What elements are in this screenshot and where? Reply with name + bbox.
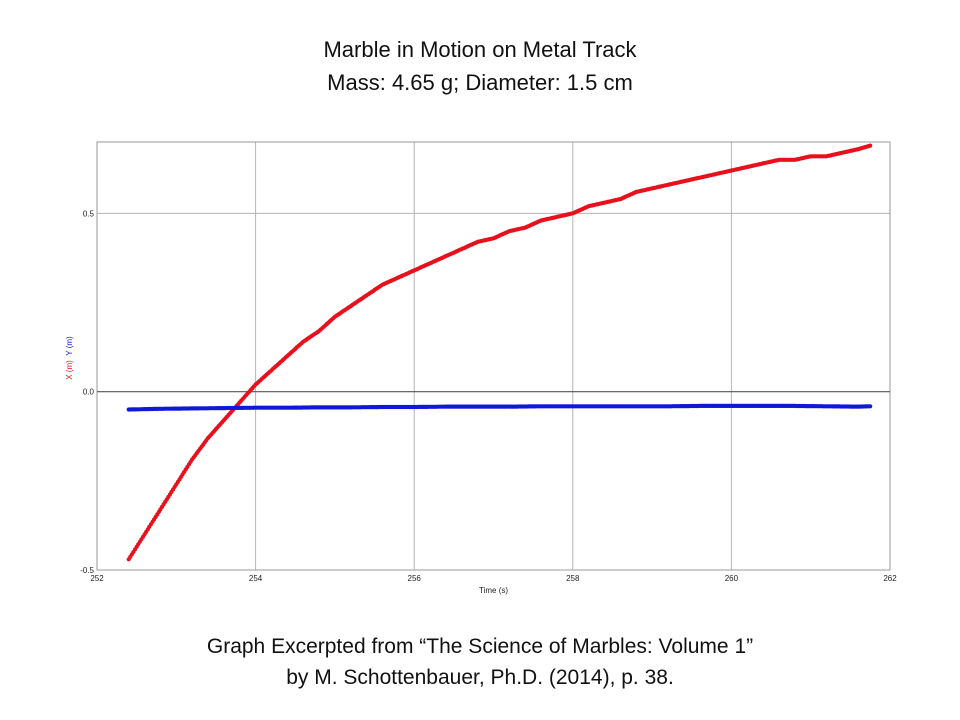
x-axis-label: Time (s) — [479, 586, 508, 595]
x-tick-label: 256 — [408, 574, 422, 583]
series-x-position — [126, 143, 873, 562]
chart-subtitle: Mass: 4.65 g; Diameter: 1.5 cm — [327, 70, 633, 95]
x-tick-label: 252 — [90, 574, 104, 583]
source-caption: Graph Excerpted from “The Science of Mar… — [206, 635, 754, 658]
source-attribution: by M. Schottenbauer, Ph.D. (2014), p. 38… — [286, 666, 674, 689]
x-tick-label: 258 — [566, 574, 580, 583]
y-tick-label: -0.5 — [80, 566, 94, 575]
y-axis-label-x: X (m) — [65, 360, 74, 380]
y-tick-label: 0.0 — [83, 388, 95, 397]
x-tick-label: 262 — [883, 574, 897, 583]
x-tick-label: 260 — [725, 574, 739, 583]
plot-frame — [96, 141, 891, 571]
x-tick-label: 254 — [249, 574, 263, 583]
chart-title: Marble in Motion on Metal Track — [323, 37, 637, 62]
y-tick-label: 0.5 — [83, 209, 95, 218]
data-point — [868, 143, 873, 148]
series-y-position — [126, 403, 873, 412]
data-point — [868, 404, 873, 409]
y-axis-label-y: Y (m) — [65, 336, 74, 356]
